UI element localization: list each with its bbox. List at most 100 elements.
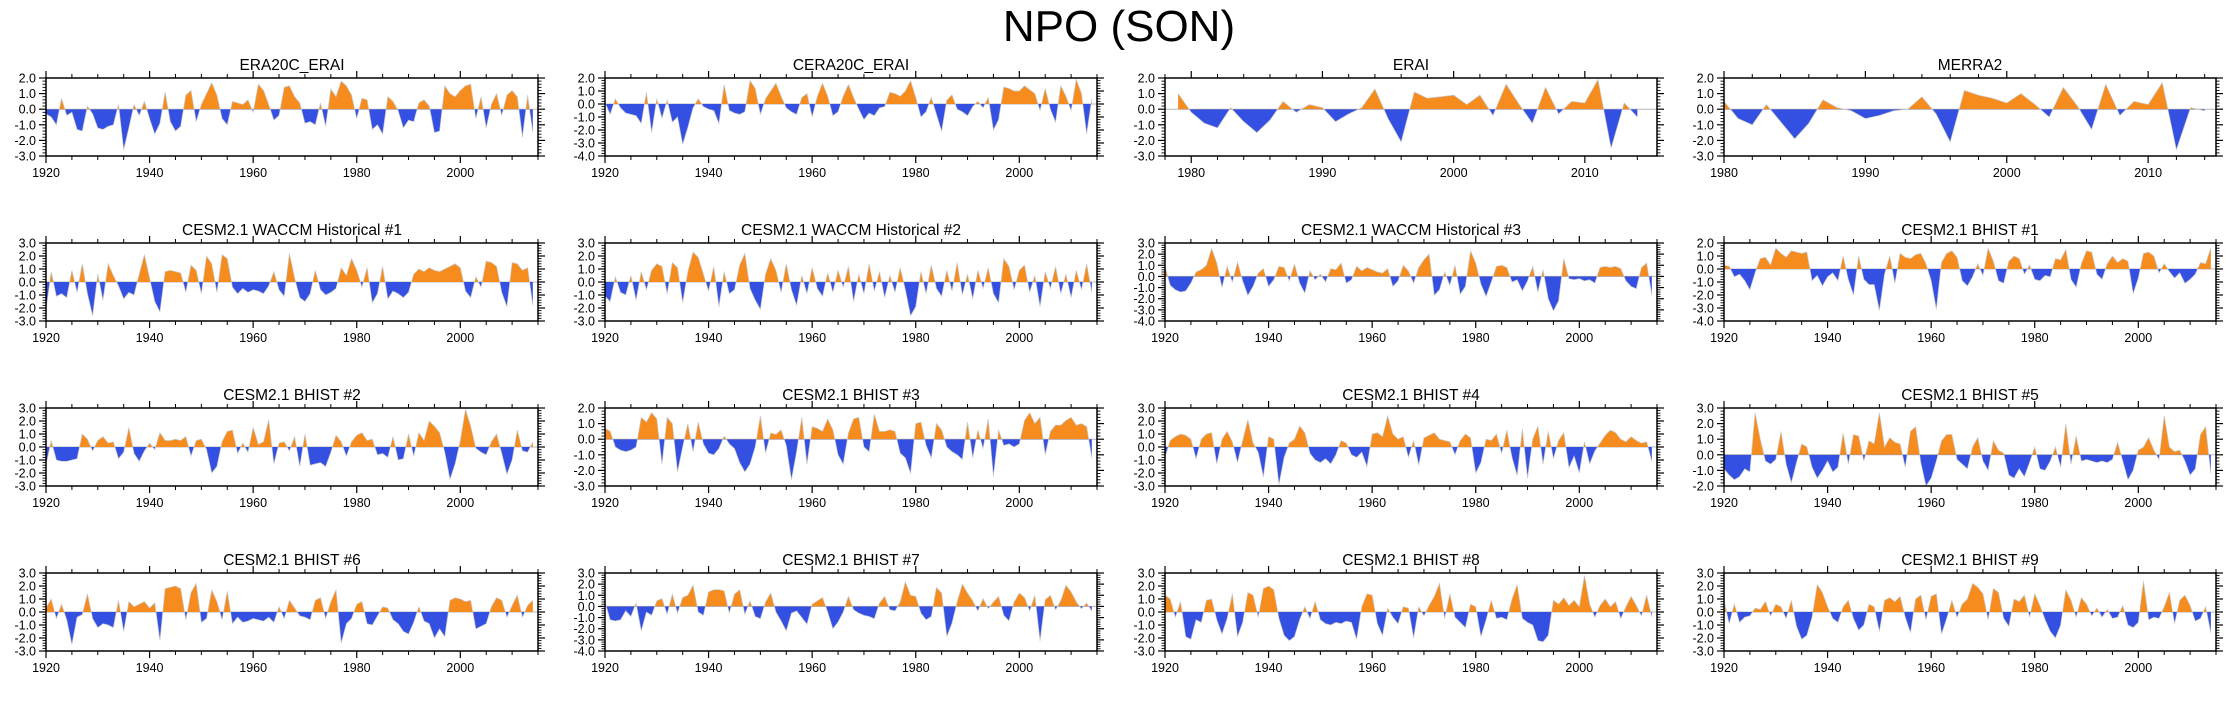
- area-positive: [1177, 79, 1638, 110]
- y-tick-label: -1.0: [574, 111, 596, 125]
- y-tick-label: -1.0: [14, 454, 36, 468]
- x-tick-label: 1980: [343, 166, 371, 180]
- x-tick-label: 1920: [1151, 661, 1179, 675]
- area-negative: [1188, 109, 1638, 149]
- panel-chart: ERA20C_ERAI 1920 1940 1960 1980 2000 -3.0 -2.0 -…: [14, 57, 545, 180]
- x-tick-label: 2000: [1006, 661, 1034, 675]
- y-tick-label: 0.0: [18, 441, 35, 455]
- axis-ticks: [38, 71, 545, 163]
- data-curve: [45, 80, 533, 150]
- x-tick-label: 1960: [799, 661, 827, 675]
- x-tick-label: 1990: [1308, 166, 1336, 180]
- y-tick-label: 1.0: [18, 428, 35, 442]
- data-curve: [45, 409, 533, 481]
- panel-title: CESM2.1 BHIST #7: [782, 552, 920, 569]
- y-tick-label: -2.0: [1133, 292, 1155, 306]
- panel-title: CESM2.1 BHIST #2: [223, 387, 361, 404]
- y-tick-label: 1.0: [1697, 593, 1714, 607]
- y-tick-label: 0.0: [1137, 103, 1154, 117]
- y-tick-label: 1.0: [1697, 87, 1714, 101]
- data-curve: [45, 582, 533, 645]
- y-tick-label: -2.0: [1693, 632, 1715, 646]
- x-tick-label: 1980: [902, 496, 930, 510]
- panel-chart: CESM2.1 WACCM Historical #2 1920 1940 1960 1…: [574, 222, 1105, 345]
- data-curve: [605, 251, 1093, 317]
- y-tick-label: 1.0: [578, 417, 595, 431]
- y-tick-label: 1.0: [578, 589, 595, 603]
- y-tick-label: 0.0: [18, 276, 35, 290]
- axis-ticks: [38, 236, 545, 328]
- axis-ticks: [38, 566, 545, 658]
- y-tick-label: -1.0: [1133, 454, 1155, 468]
- data-curve: [605, 411, 1093, 480]
- y-tick-label: -2.0: [1693, 480, 1715, 494]
- y-tick-label: 2.0: [1137, 248, 1154, 262]
- y-tick-label: 1.0: [1137, 428, 1154, 442]
- data-curve: [45, 253, 533, 316]
- plot-frame: [1723, 77, 2217, 157]
- y-tick-label: 3.0: [1137, 402, 1154, 416]
- y-tick-label: 0.0: [1697, 448, 1714, 462]
- y-tick-label: 2.0: [578, 72, 595, 86]
- y-tick-label: -1.0: [574, 448, 596, 462]
- y-tick-label: -3.0: [574, 315, 596, 329]
- x-tick-label: 1920: [1710, 331, 1738, 345]
- y-tick-label: -3.0: [14, 150, 36, 164]
- x-tick-label: 1980: [2021, 496, 2049, 510]
- y-tick-label: 3.0: [578, 237, 595, 251]
- x-tick-label: 2000: [446, 166, 474, 180]
- area-positive: [605, 252, 1093, 282]
- y-tick-label: 2.0: [18, 580, 35, 594]
- area-negative: [45, 612, 533, 645]
- x-tick-label: 1980: [1462, 496, 1490, 510]
- panel-title: MERRA2: [1938, 57, 2003, 74]
- x-tick-label: 1980: [902, 331, 930, 345]
- x-tick-label: 1920: [591, 496, 619, 510]
- x-tick-label: 1920: [591, 331, 619, 345]
- x-tick-label: 2000: [1565, 331, 1593, 345]
- x-tick-label: 1940: [1814, 331, 1842, 345]
- y-tick-label: -2.0: [574, 622, 596, 636]
- x-tick-label: 1920: [1151, 496, 1179, 510]
- x-tick-label: 2000: [2125, 661, 2153, 675]
- y-tick-label: 0.0: [1697, 606, 1714, 620]
- x-tick-label: 1920: [1710, 496, 1738, 510]
- y-tick-label: -1.0: [1693, 464, 1715, 478]
- y-tick-label: 1.0: [18, 87, 35, 101]
- chart-cell: CESM2.1 BHIST #6 1920 1940 1960 1980 2000 -3.0…: [0, 549, 560, 714]
- area-negative: [1164, 447, 1652, 485]
- y-tick-label: 1.0: [1137, 259, 1154, 273]
- y-tick-label: -1.0: [574, 289, 596, 303]
- panel-title: ERAI: [1393, 57, 1429, 74]
- y-tick-label: 1.0: [578, 263, 595, 277]
- data-curve: [1164, 414, 1652, 485]
- x-tick-label: 1940: [1814, 496, 1842, 510]
- y-tick-label: -2.0: [1133, 134, 1155, 148]
- panel-chart: MERRA2 1980 1990 2000 2010 -3.0 -2.0 -1.00.0 1.0…: [1693, 57, 2224, 180]
- y-tick-label: 1.0: [18, 593, 35, 607]
- chart-cell: CERA20C_ERAI 1920 1940 1960 1980 2000 -4.0 -3.0…: [560, 54, 1120, 219]
- axis-ticks: [1157, 236, 1664, 328]
- area-positive: [1724, 248, 2212, 269]
- y-tick-label: -4.0: [574, 150, 596, 164]
- x-tick-label: 1980: [343, 496, 371, 510]
- y-tick-label: 0.0: [1137, 606, 1154, 620]
- x-tick-label: 1940: [1254, 661, 1282, 675]
- axis-ticks: [1717, 71, 2224, 163]
- area-negative: [45, 282, 533, 316]
- x-tick-label: 2000: [1565, 496, 1593, 510]
- y-tick-label: -2.0: [14, 302, 36, 316]
- panel-chart: CESM2.1 BHIST #6 1920 1940 1960 1980 2000 -3.0…: [14, 552, 545, 675]
- panel-chart: CESM2.1 BHIST #4 1920 1940 1960 1980 2000 -3.0…: [1133, 387, 1664, 510]
- x-tick-label: 1980: [902, 166, 930, 180]
- area-positive: [1724, 82, 2205, 110]
- x-tick-label: 1980: [1462, 661, 1490, 675]
- axis-ticks: [1157, 401, 1664, 493]
- x-tick-label: 1940: [695, 331, 723, 345]
- y-tick-label: -1.0: [14, 619, 36, 633]
- panel-chart: CESM2.1 WACCM Historical #1 1920 1940 1960 1…: [14, 222, 545, 345]
- area-negative: [605, 104, 1093, 145]
- panel-title: CESM2.1 BHIST #1: [1901, 222, 2039, 239]
- y-tick-label: -3.0: [1693, 302, 1715, 316]
